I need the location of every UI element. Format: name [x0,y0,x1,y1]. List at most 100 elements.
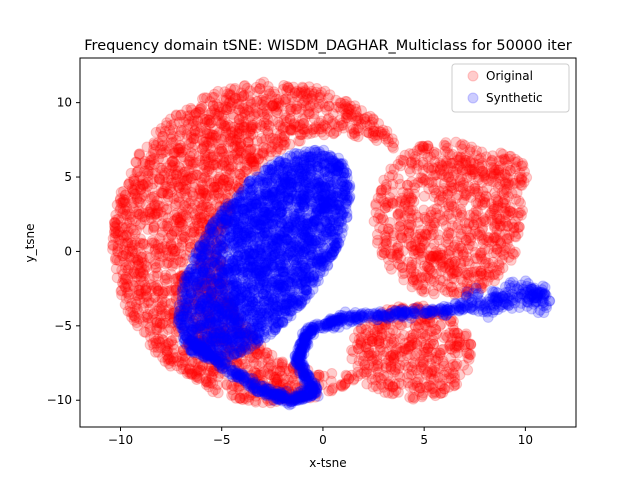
scatter-point [152,137,164,149]
scatter-point [215,220,227,232]
scatter-point [220,324,232,336]
scatter-point [185,147,197,159]
scatter-point [186,173,198,185]
scatter-point [387,141,398,152]
scatter-point [174,144,186,155]
scatter-point [152,267,164,279]
scatter-point [114,204,126,216]
scatter-point [218,174,230,185]
scatter-point [371,359,383,371]
scatter-point [121,210,133,222]
scatter-point [204,251,216,263]
scatter-point [181,174,193,186]
scatter-point [203,163,215,175]
scatter-point [321,104,333,116]
scatter-point [219,86,231,98]
scatter-point [360,368,372,380]
scatter-point [247,386,259,398]
scatter-point [131,224,142,236]
scatter-point [200,133,212,145]
scatter-point [115,197,127,209]
scatter-point [111,199,123,211]
scatter-point [474,191,486,203]
scatter-point [212,275,223,287]
scatter-point [143,165,155,177]
scatter-point [394,359,406,371]
scatter-point [211,359,223,371]
scatter-point [175,126,187,138]
scatter-point [160,120,172,132]
scatter-point [468,212,480,224]
scatter-point [148,200,160,212]
scatter-point [398,155,410,167]
scatter-point [249,108,261,120]
scatter-point [349,130,361,142]
scatter-point [197,290,209,301]
scatter-point [186,131,197,143]
scatter-point [204,318,216,330]
scatter-point [288,81,299,93]
scatter-point [223,298,235,310]
scatter-point [244,85,256,97]
scatter-point [271,364,283,376]
scatter-point [261,118,272,130]
scatter-point [435,387,447,399]
scatter-point [202,365,214,377]
scatter-point [489,275,500,287]
scatter-point [160,247,172,259]
scatter-point [138,189,150,201]
scatter-point [201,128,213,139]
scatter-point [451,332,463,344]
scatter-point [159,285,171,297]
scatter-point [183,363,195,375]
scatter-point [371,135,383,146]
scatter-point [274,393,286,404]
scatter-point [138,264,150,276]
scatter-point [208,227,219,239]
scatter-point [236,344,247,355]
scatter-point [211,184,223,196]
scatter-point [247,119,259,131]
scatter-point [139,279,151,291]
scatter-point [184,216,196,228]
scatter-point [451,378,463,390]
scatter-point [118,232,130,243]
scatter-point [238,107,250,119]
scatter-point [494,178,506,190]
scatter-point [445,180,457,192]
scatter-point [187,315,199,327]
scatter-point [285,124,296,136]
scatter-point [417,142,429,154]
scatter-point [313,117,325,129]
scatter-point [210,248,222,260]
scatter-point [447,267,459,279]
scatter-point [158,220,170,232]
scatter-point [134,279,146,291]
scatter-point [241,321,253,333]
scatter-point [447,157,459,169]
scatter-point [186,104,198,116]
scatter-point [183,197,195,209]
scatter-point [108,227,120,239]
scatter-point [348,126,360,138]
scatter-point [206,279,218,291]
scatter-point [464,156,476,168]
scatter-point [378,214,389,226]
scatter-point [199,278,211,290]
scatter-point [249,342,261,354]
scatter-point [156,242,168,254]
series-original-points [107,76,533,409]
scatter-point [159,296,171,308]
scatter-point [213,110,224,122]
scatter-point [346,110,358,122]
scatter-point [220,101,232,113]
scatter-point [186,141,198,153]
scatter-point [288,96,300,108]
scatter-point [278,139,289,151]
scatter-point [216,297,228,309]
scatter-point [149,245,161,257]
scatter-point [184,271,196,283]
scatter-point [411,340,423,352]
scatter-point [410,268,422,280]
scatter-point [412,216,424,228]
